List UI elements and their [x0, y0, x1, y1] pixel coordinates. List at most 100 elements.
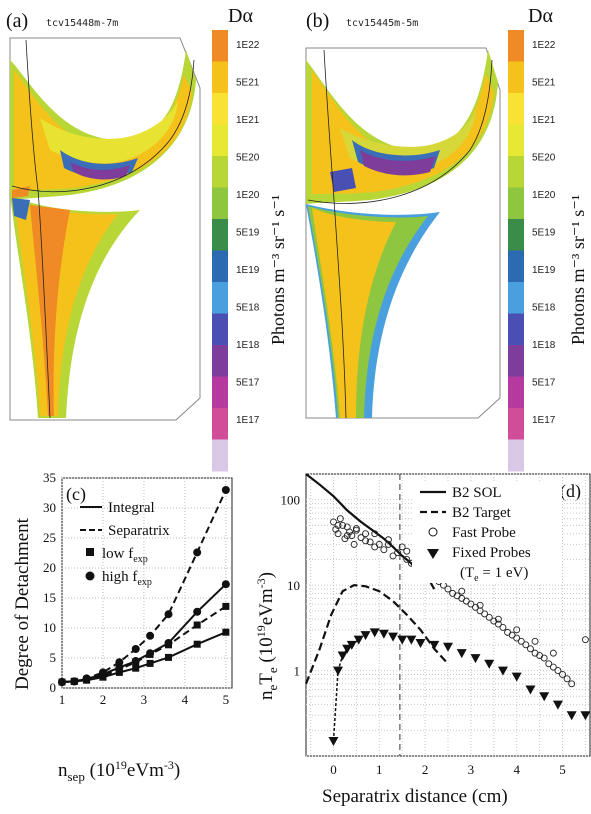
- chart-d-fast-probe-point: [481, 610, 489, 618]
- chart-d-fixed-probe-point: [566, 711, 577, 721]
- chart-d-fast-probe-point: [549, 649, 557, 657]
- chart-c-series-line: [61, 605, 227, 683]
- chart-d-xtick: 1: [376, 762, 383, 777]
- chart-d-xtick: 0: [330, 762, 337, 777]
- chart-c-ytick: 25: [43, 530, 56, 545]
- chart-c-xtick: 3: [141, 692, 148, 707]
- chart-d-fixed-probe-point: [497, 666, 508, 676]
- panel-b-shot: tcv15445m-5m: [346, 18, 418, 29]
- colorbar-a-swatch: [212, 30, 228, 62]
- chart-d-fast-probe-point: [357, 534, 365, 542]
- colorbar-b-swatch: [508, 156, 524, 188]
- colorbar-b-tick-label: 1E21: [532, 115, 556, 126]
- chart-d: neTe (1019eVm-3) Separatrix distance (cm…: [254, 473, 591, 807]
- colorbar-a-swatch: [212, 345, 228, 377]
- chart-d-fast-probe-point: [527, 645, 534, 653]
- chart-d-fixed-probe-point: [328, 736, 339, 746]
- chart-c-point: [131, 645, 140, 653]
- chart-d-label: (d): [560, 481, 581, 502]
- chart-d-fast-probe-point: [467, 600, 475, 608]
- chart-d-fast-probe-point: [362, 537, 369, 545]
- chart-d-fixed-probe-line: [332, 639, 360, 742]
- colorbar-a: Dα 1E22 5E21 1E21 5E20 1E20 5E19 1E19 5E18 1E18 5…: [212, 5, 260, 472]
- colorbar-b-swatch: [508, 282, 524, 314]
- colorbar-b-swatch: [508, 313, 524, 346]
- chart-d-fast-probe-point: [563, 675, 571, 683]
- chart-d-fast-probe-point: [343, 532, 351, 540]
- colorbar-a-swatch: [212, 250, 228, 283]
- colorbar-b-swatch: [508, 187, 524, 220]
- chart-d-fast-probe-point: [540, 654, 548, 662]
- chart-d-xtick: 2: [422, 762, 429, 777]
- chart-d-fast-probe-point: [403, 547, 411, 555]
- emission-xpoint-blue: [12, 198, 30, 220]
- separatrix-arc: [11, 59, 195, 193]
- chart-c-point: [99, 673, 107, 681]
- chart-d-fast-probe-point: [403, 555, 411, 563]
- chart-d-xtick: 5: [559, 762, 566, 777]
- panel-a-shot: tcv15448m-7m: [46, 18, 118, 29]
- chart-d-fixed-probe-point: [456, 649, 467, 659]
- chart-d-fast-probe-point: [385, 536, 392, 544]
- chart-d-fast-probe-point: [494, 615, 502, 623]
- chart-c-point: [164, 639, 173, 647]
- panel-a: (a) tcv15448m-7m: [6, 10, 201, 421]
- colorbar-b-tick-label: 5E20: [532, 153, 556, 164]
- chart-c-point: [146, 631, 155, 640]
- emission-leg-hot: [30, 205, 70, 416]
- chart-d-legend-label: B2 SOL: [452, 485, 502, 501]
- colorbar-a-tick-label: 5E18: [236, 303, 260, 314]
- chart-d-ytick: 10: [287, 578, 300, 593]
- chart-c-xlabel: nsep (1019eVm-3): [58, 758, 180, 784]
- chart-d-ylabel: neTe (1019eVm-3): [254, 572, 280, 700]
- colorbar-a-swatch: [212, 93, 228, 125]
- colorbar-a-tick-label: 5E20: [236, 153, 260, 164]
- chart-c-legend-label: Integral: [108, 500, 155, 516]
- colorbar-a-swatch: [212, 124, 228, 157]
- chart-d-ytick: 1: [294, 664, 301, 679]
- chart-d-fast-probe-point: [366, 538, 374, 546]
- chart-d-fixed-probe-point: [552, 700, 563, 710]
- chart-d-fast-probe-point: [375, 540, 383, 548]
- chart-c-point: [193, 607, 202, 616]
- chart-d-fast-probe-point: [549, 663, 557, 671]
- emission-region-upper-core: [14, 70, 192, 190]
- chart-d-fast-probe-point: [485, 613, 493, 621]
- chart-d-fast-probe-point: [472, 603, 479, 611]
- chart-d-fast-probe-point: [554, 667, 562, 675]
- chart-d-fast-probe-point: [581, 636, 589, 644]
- chart-d-fast-probe-point: [522, 641, 530, 649]
- colorbar-a-swatch: [212, 408, 228, 440]
- chart-c-series-line: [61, 631, 227, 683]
- colorbar-b-tick-label: 5E21: [532, 78, 556, 89]
- chart-d-fixed-probe-point: [397, 635, 408, 645]
- colorbar-b-title: Dα: [528, 5, 553, 27]
- chart-c-ytick: 35: [43, 470, 56, 485]
- emission-purple-band: [70, 162, 130, 180]
- chart-d-fixed-probe-point: [369, 628, 380, 638]
- colorbar-a-swatch: [212, 219, 228, 251]
- chart-d-fast-probe-point: [559, 671, 566, 678]
- chart-c-legend-swatch: [86, 548, 94, 556]
- colorbar-b-swatch: [508, 30, 524, 62]
- panel-b-label: (b): [306, 10, 329, 32]
- chart-d-xtick: 3: [468, 762, 475, 777]
- colorbar-a-swatch: [212, 187, 228, 220]
- chart-d-fixed-probe-point: [539, 692, 550, 702]
- chart-d-legend-label: (Te = 1 eV): [460, 565, 528, 584]
- colorbar-b-tick-label: 5E17: [532, 378, 556, 389]
- colorbar-b-tick-label: 5E18: [532, 303, 556, 314]
- chart-d-fast-probe-point: [531, 637, 539, 645]
- colorbar-a-tick-label: 1E18: [236, 340, 260, 351]
- colorbar-a-swatch: [212, 282, 228, 314]
- chart-c-point: [193, 548, 202, 557]
- chart-d-fixed-probe-point: [415, 639, 426, 649]
- chart-c-point: [164, 610, 173, 619]
- chart-d-legend-label: Fast Probe: [452, 525, 516, 541]
- chart-d-fixed-probe-point: [360, 631, 371, 641]
- colorbar-a-tick-label: 1E19: [236, 265, 260, 276]
- colorbar-a-tick-label: 1E22: [236, 40, 260, 51]
- chart-d-fixed-probe-point: [511, 672, 522, 682]
- chart-d-fixed-probe-point: [406, 635, 417, 645]
- colorbar-a-units: Photons m⁻³ sr⁻¹ s⁻¹: [268, 195, 288, 345]
